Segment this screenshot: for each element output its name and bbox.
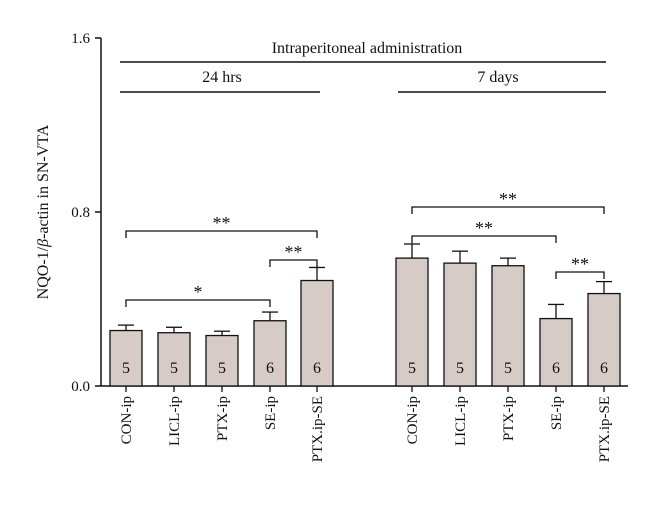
sample-size-label: 6: [600, 360, 608, 377]
significance-label: **: [499, 189, 517, 209]
top-annotation: Intraperitoneal administration: [120, 40, 606, 63]
significance-label: *: [194, 282, 203, 302]
significance-bracket: [125, 230, 318, 238]
sample-size-label: 6: [313, 360, 321, 377]
x-tick-label: SE-ip: [549, 396, 565, 430]
x-tick-label: SE-ip: [263, 396, 279, 430]
bar: [109, 329, 143, 387]
y-axis-label-prefix: NQO-1/: [35, 246, 52, 299]
y-axis-label-beta: β: [35, 239, 52, 248]
bar: [395, 257, 429, 387]
y-tick-label: 0.0: [71, 379, 90, 395]
sample-size-label: 5: [408, 360, 416, 377]
x-tick-label: PTX-ip: [215, 396, 231, 441]
bars: 5 5 5 6 6 5 5 5 6 6: [109, 243, 621, 387]
significance-label: **: [213, 213, 231, 233]
y-tick-label: 1.6: [71, 31, 90, 47]
significance-brackets: ***********: [125, 189, 605, 307]
significance-bracket: [555, 271, 605, 279]
group-header-label-7d: 7 days: [477, 69, 518, 86]
x-tick-label: CON-ip: [405, 396, 421, 444]
x-tick-labels: CON-ip LICL-ip PTX-ip SE-ip PTX.ip-SE CON-ip L…: [119, 386, 613, 462]
y-axis-label: NQO-1/β-actin in SN-VTA: [35, 124, 52, 299]
bar: [300, 279, 334, 387]
sample-size-label: 6: [552, 360, 560, 377]
x-tick-label: PTX.ip-SE: [597, 396, 613, 462]
y-tick-label: 0.8: [71, 205, 90, 221]
x-tick-label: PTX-ip: [501, 396, 517, 441]
bar: [253, 320, 287, 387]
sample-size-label: 5: [122, 360, 130, 377]
sample-size-label: 5: [456, 360, 464, 377]
y-axis-label-suffix: -actin in SN-VTA: [35, 124, 52, 239]
significance-label: **: [475, 218, 493, 238]
significance-label: **: [571, 254, 589, 274]
x-tick-label: LICL-ip: [167, 396, 183, 446]
significance-bracket: [411, 235, 557, 243]
bar: [539, 317, 573, 387]
significance-bracket: [411, 206, 605, 214]
significance-bracket: [125, 299, 271, 307]
significance-label: **: [285, 242, 303, 262]
sample-size-label: 6: [266, 360, 274, 377]
group-header-label-24h: 24 hrs: [202, 69, 242, 86]
y-ticks: 0.0 0.8 1.6: [71, 31, 101, 395]
x-tick-label: PTX.ip-SE: [310, 396, 326, 462]
x-tick-label: LICL-ip: [453, 396, 469, 446]
group-header-7d: 7 days: [398, 69, 606, 93]
sample-size-label: 5: [218, 360, 226, 377]
group-header-24h: 24 hrs: [120, 69, 320, 93]
sample-size-label: 5: [170, 360, 178, 377]
top-annotation-text: Intraperitoneal administration: [272, 40, 463, 57]
sample-size-label: 5: [504, 360, 512, 377]
x-tick-label: CON-ip: [119, 396, 135, 444]
significance-bracket: [269, 259, 318, 267]
